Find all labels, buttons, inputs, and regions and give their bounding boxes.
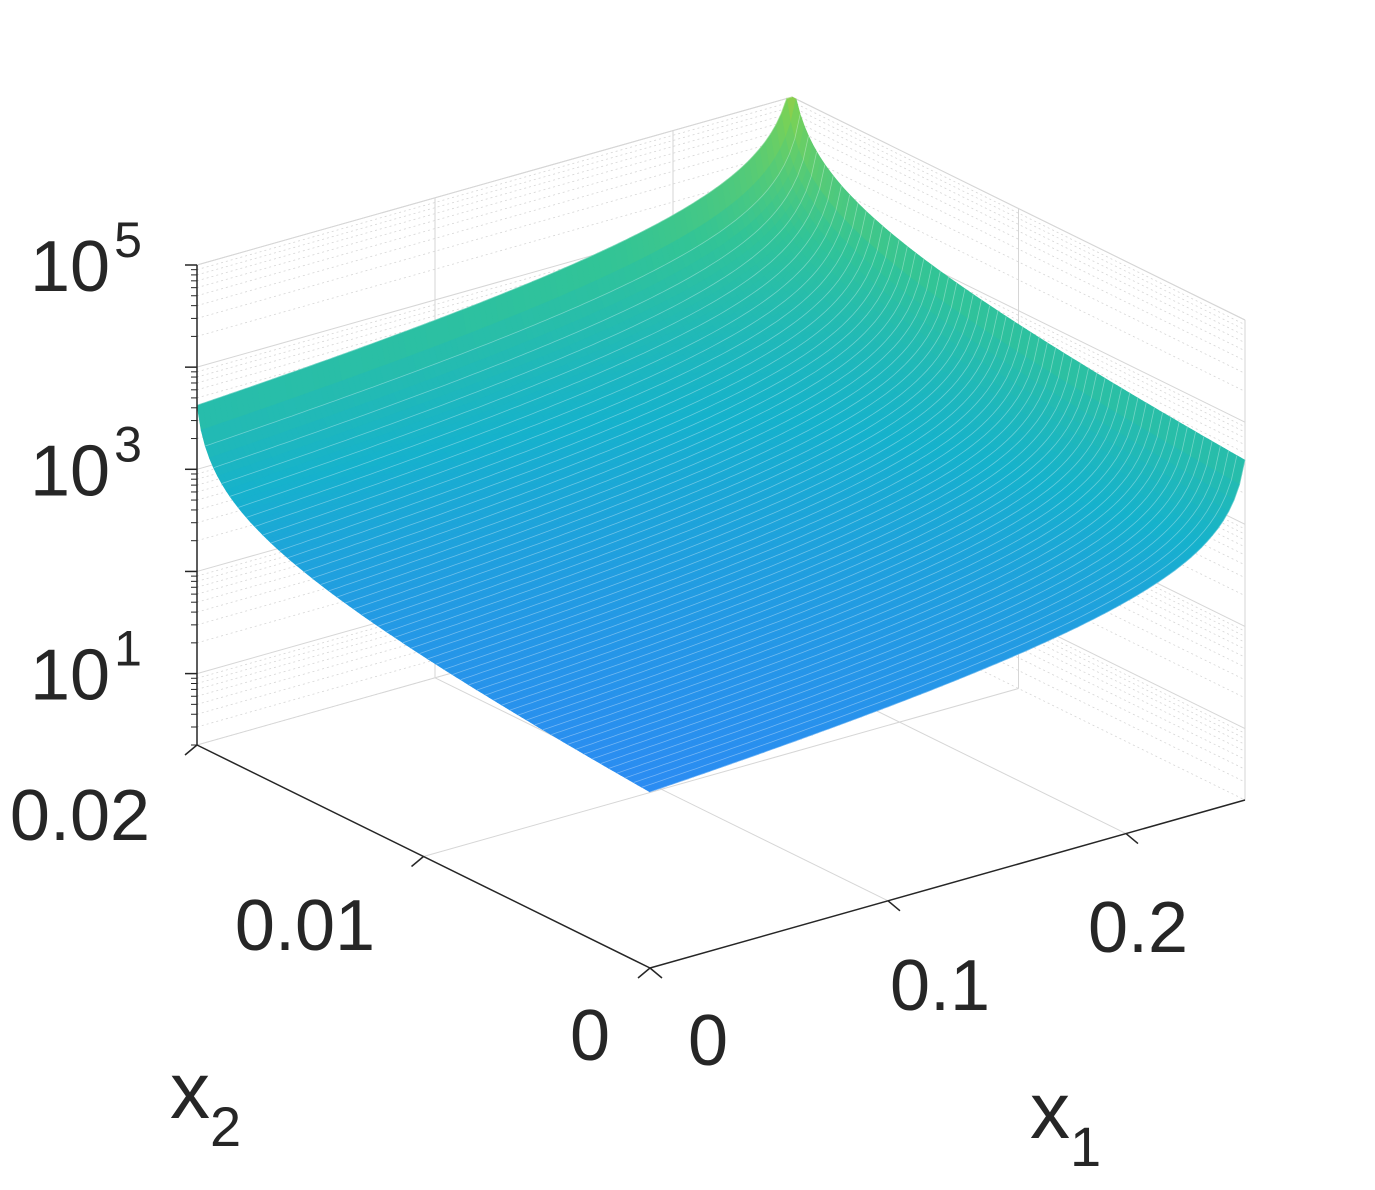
z-minor-gridline	[791, 521, 1246, 745]
z-minor-gridline	[196, 127, 793, 297]
z-minor-gridline	[791, 106, 1246, 331]
z-minor-gridline	[791, 221, 1246, 446]
z-minor-gridline	[791, 433, 1246, 658]
z-minor-gridline	[791, 527, 1246, 752]
z-minor-gridline	[791, 150, 1246, 374]
y-floor-gridline	[423, 688, 1019, 857]
back-top-edge	[196, 96, 793, 266]
z-minor-gridline	[196, 150, 793, 319]
z-minor-gridline	[791, 229, 1246, 454]
z-minor-gridline	[791, 127, 1246, 352]
z-minor-gridline	[791, 558, 1246, 783]
z-minor-gridline	[791, 425, 1246, 650]
z-minor-gridline	[196, 137, 793, 307]
z-minor-gridline	[791, 443, 1246, 668]
z-minor-gridline	[791, 112, 1246, 337]
z-minor-gridline	[196, 119, 793, 289]
z-minor-gridline	[791, 101, 1246, 326]
z-minor-gridline	[196, 168, 793, 337]
z-minor-gridline	[791, 168, 1246, 392]
z-minor-gridline	[196, 112, 793, 282]
z-minor-gridline	[791, 509, 1246, 734]
z-minor-gridline	[791, 119, 1246, 344]
surface	[196, 96, 1246, 793]
z-minor-gridline	[791, 456, 1246, 681]
z-minor-gridline	[791, 576, 1246, 801]
z-minor-gridline	[791, 407, 1246, 632]
right-top-edge	[791, 96, 1246, 321]
z-minor-gridline	[791, 474, 1246, 699]
z-minor-gridline	[791, 208, 1246, 433]
z-minor-gridline	[791, 137, 1246, 362]
z-minor-gridline	[791, 418, 1246, 643]
z-minor-gridline	[791, 545, 1246, 770]
z-minor-gridline	[791, 515, 1246, 739]
z-minor-gridline	[791, 203, 1246, 428]
z-minor-gridline	[791, 535, 1246, 760]
z-minor-gridline	[196, 101, 793, 271]
z-minor-gridline	[791, 412, 1246, 637]
z-minor-gridline	[196, 106, 793, 276]
z-minor-gridline	[791, 214, 1246, 439]
